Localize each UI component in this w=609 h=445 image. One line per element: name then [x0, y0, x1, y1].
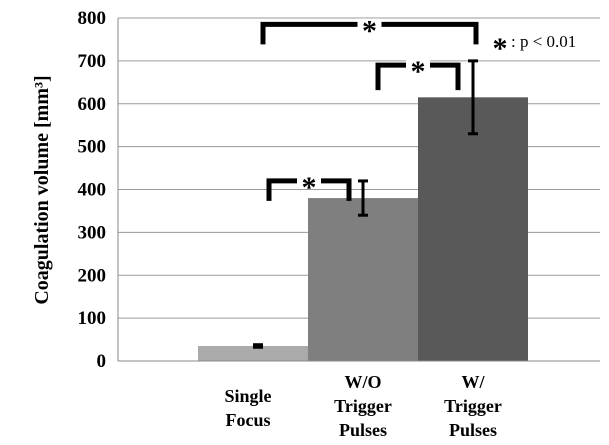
significance-bracket: * [260, 14, 479, 47]
y-tick-label: 400 [78, 180, 107, 201]
y-tick-label: 100 [78, 308, 107, 329]
y-tick-label: 600 [78, 94, 107, 115]
error-bar [253, 343, 263, 349]
significance-bracket: * [266, 171, 352, 204]
y-tick-label: 0 [97, 351, 107, 372]
gridlines [117, 17, 600, 362]
y-tick-labels: 0 100 200 300 400 500 600 700 800 [78, 8, 107, 372]
significance-star: * [362, 14, 377, 47]
legend-star: * [493, 32, 508, 65]
y-tick-label: 800 [78, 8, 107, 29]
significance-brackets: * * * [260, 14, 479, 204]
y-tick-label: 300 [78, 222, 107, 243]
significance-bracket: * [375, 55, 461, 91]
significance-note: : p < 0.01 [511, 32, 576, 51]
significance-star: * [411, 55, 426, 88]
y-tick-label: 700 [78, 51, 107, 72]
x-category-label: W/O Trigger Pulses [334, 372, 392, 440]
bar [198, 345, 308, 361]
y-axis-label: Coagulation volume [mm³] [31, 75, 53, 304]
error-bar [468, 59, 478, 136]
y-tick-label: 500 [78, 137, 107, 158]
significance-star: * [302, 171, 317, 204]
bar [308, 198, 418, 361]
error-bars [253, 59, 478, 349]
bars [118, 97, 600, 362]
bar [418, 97, 528, 361]
x-category-label: W/Trigger Pulses [444, 372, 502, 440]
y-tick-label: 200 [78, 265, 107, 286]
x-category-labels: Single Focus W/O Trigger Pulses W/Trigger Puls… [224, 372, 501, 440]
error-bar [358, 179, 368, 217]
x-category-label: Single Focus [224, 386, 271, 430]
